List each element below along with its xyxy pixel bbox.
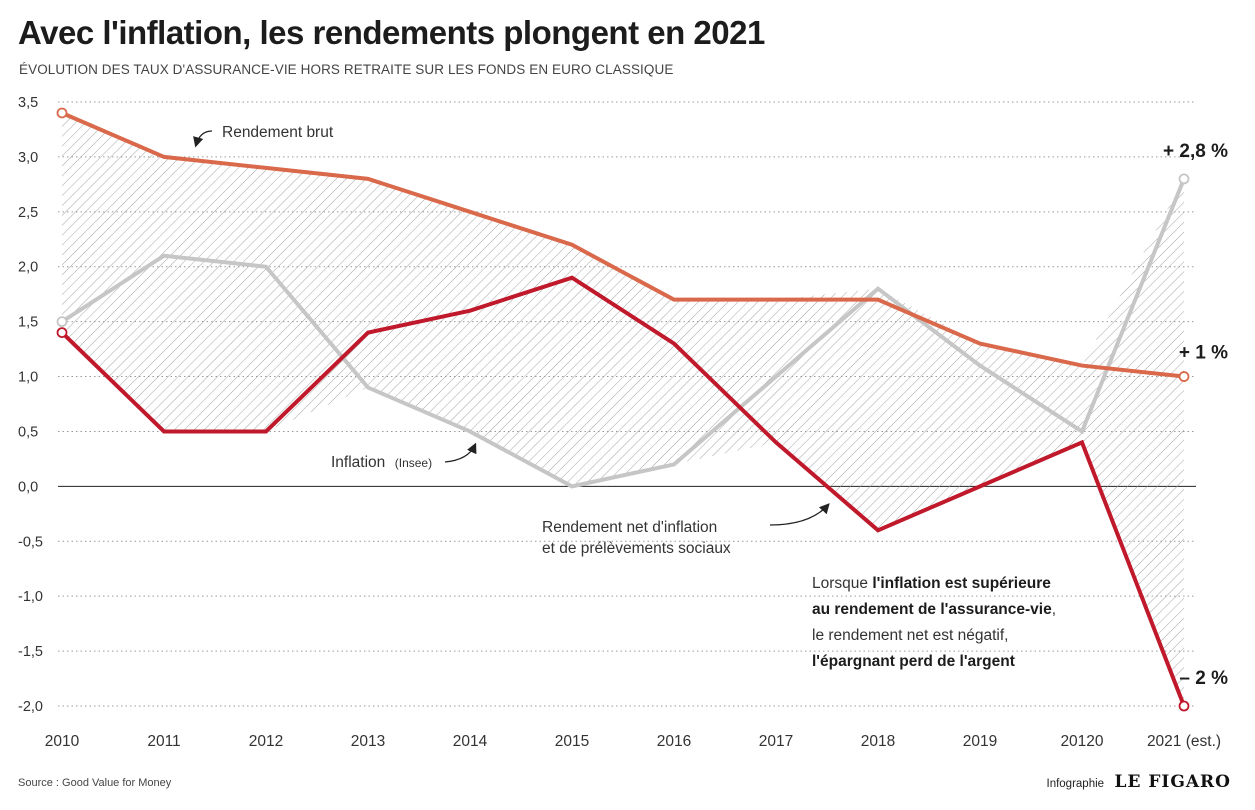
x-tick-label: 2019 xyxy=(963,733,997,750)
end-label-brut: + 1 % xyxy=(1179,343,1228,364)
note-line-2-regular: , xyxy=(1052,601,1056,618)
note-line-1-regular: Lorsque xyxy=(812,575,872,592)
x-tick-label: 20120 xyxy=(1060,733,1103,750)
annotation-rendement-brut: Rendement brut xyxy=(222,124,334,141)
annotation-inflation-main: Inflation xyxy=(331,454,385,471)
annotation-arrow-brut xyxy=(193,130,213,148)
x-tick-label: 2011 xyxy=(147,733,180,750)
series-inflation-point xyxy=(56,316,68,328)
source-note: Source : Good Value for Money xyxy=(18,777,172,789)
annotation-arrow-inflation xyxy=(444,442,477,463)
credit-brand-logo: LE FIGARO xyxy=(1114,772,1231,792)
chart-title: Avec l'inflation, les rendements plongen… xyxy=(18,14,765,51)
x-tick-label: 2015 xyxy=(555,733,589,750)
x-tick-label: 2010 xyxy=(45,733,80,750)
annotation-inflation-source: (Insee) xyxy=(395,456,432,470)
series-rendement-brut-point xyxy=(1178,371,1190,382)
series-layer xyxy=(56,107,1190,712)
y-tick-label: 0,5 xyxy=(18,424,38,440)
x-tick-label: 2014 xyxy=(453,733,488,750)
end-labels: + 2,8 % + 1 % – 2 % xyxy=(1163,141,1228,689)
series-inflation-line xyxy=(60,178,1186,489)
x-axis: 2010 2011 2012 2013 2014 2015 2016 2017 2018 2019… xyxy=(45,733,1221,750)
y-tick-label: 2,0 xyxy=(18,260,38,276)
series-rendement-brut-point xyxy=(56,107,68,119)
series-rendement-net-line xyxy=(60,275,1186,707)
y-tick-label: 3,5 xyxy=(18,95,38,111)
credit: Infographie LE FIGARO xyxy=(1047,772,1232,792)
y-tick-label: -1,0 xyxy=(18,589,43,605)
note-line-1-bold: l'inflation est supérieure xyxy=(872,575,1051,592)
series-rendement-net-point xyxy=(1178,700,1190,712)
y-tick-label: 2,5 xyxy=(18,205,38,221)
x-tick-label: 2016 xyxy=(657,733,691,750)
chart-subtitle: ÉVOLUTION DES TAUX D'ASSURANCE-VIE HORS … xyxy=(19,62,674,77)
y-tick-label: -2,0 xyxy=(18,699,43,715)
annotation-net-line2: et de prélèvements sociaux xyxy=(542,540,731,557)
end-label-inflation: + 2,8 % xyxy=(1163,141,1228,162)
note-line-3: le rendement net est négatif, xyxy=(812,627,1008,644)
y-axis: 3,5 3,0 2,5 2,0 1,5 1,0 0,5 0,0 -0,5 -1,0 -1,5 -2,0 xyxy=(18,95,43,715)
x-tick-label: 2021 (est.) xyxy=(1147,733,1221,750)
y-tick-label: -0,5 xyxy=(18,534,43,550)
y-tick-label: -1,5 xyxy=(18,644,43,660)
x-tick-label: 2012 xyxy=(249,733,283,750)
x-tick-label: 2018 xyxy=(861,733,895,750)
note-line-4-bold: l'épargnant perd de l'argent xyxy=(812,653,1015,670)
annotation-arrow-net xyxy=(769,503,830,526)
annotation-net-line1: Rendement net d'inflation xyxy=(542,519,717,536)
x-tick-label: 2013 xyxy=(351,733,385,750)
note-line-4: l'épargnant perd de l'argent xyxy=(812,653,1015,670)
credit-prefix: Infographie xyxy=(1046,778,1105,790)
hatched-envelope xyxy=(62,112,1184,707)
series-rendement-net-point xyxy=(56,327,68,339)
y-tick-label: 0,0 xyxy=(18,479,38,495)
y-tick-label: 3,0 xyxy=(18,150,38,166)
note-line-1: Lorsque l'inflation est supérieure xyxy=(812,575,1051,592)
note-line-2-bold: au rendement de l'assurance-vie xyxy=(812,601,1052,618)
hatched-area xyxy=(62,112,1184,707)
end-label-net: – 2 % xyxy=(1179,668,1228,689)
note-line-2: au rendement de l'assurance-vie, xyxy=(812,601,1056,618)
y-tick-label: 1,0 xyxy=(18,370,38,386)
annotation-inflation: Inflation (Insee) xyxy=(331,454,432,471)
x-tick-label: 2017 xyxy=(759,733,793,750)
series-inflation-point xyxy=(1178,173,1190,185)
series-rendement-brut-line xyxy=(61,111,1185,379)
y-tick-label: 1,5 xyxy=(18,315,38,331)
